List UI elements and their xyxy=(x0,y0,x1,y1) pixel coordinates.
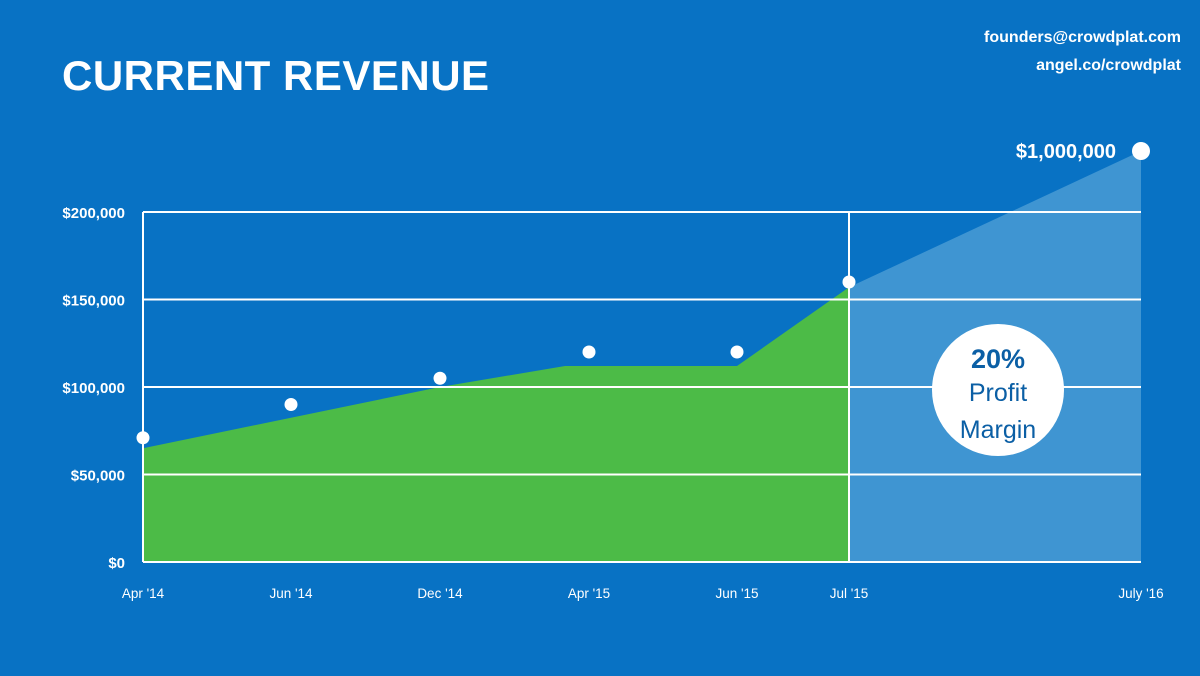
x-tick-label: Apr '14 xyxy=(122,586,165,601)
y-tick-label: $200,000 xyxy=(62,205,125,222)
gridlines xyxy=(142,211,1141,563)
y-tick-label: $50,000 xyxy=(71,468,125,485)
contact-angel-link[interactable]: angel.co/crowdplat xyxy=(1036,57,1181,74)
data-point xyxy=(582,345,596,359)
y-tick-label: $100,000 xyxy=(62,380,125,397)
profit-margin-badge: 20% Profit Margin xyxy=(932,324,1064,456)
data-point xyxy=(433,371,447,385)
x-tick-label: Jun '15 xyxy=(715,586,758,601)
data-point xyxy=(842,275,856,289)
x-tick-label: Apr '15 xyxy=(568,586,610,601)
data-point xyxy=(136,431,150,445)
contact-email[interactable]: founders@crowdplat.com xyxy=(984,29,1181,46)
x-tick-label: Dec '14 xyxy=(417,586,463,601)
page-title: CURRENT REVENUE xyxy=(62,52,490,99)
profit-margin-line1: Profit xyxy=(969,379,1027,407)
profit-margin-percent: 20% xyxy=(971,344,1025,374)
actual-revenue-area xyxy=(143,287,849,562)
data-markers xyxy=(136,275,856,445)
endpoint-marker xyxy=(1132,142,1150,160)
endpoint-value-label: $1,000,000 xyxy=(1016,141,1116,163)
y-tick-label: $150,000 xyxy=(62,293,125,310)
x-tick-label: Jul '15 xyxy=(830,586,869,601)
contact-info: founders@crowdplat.com angel.co/crowdpla… xyxy=(984,24,1181,80)
data-point xyxy=(730,345,744,359)
x-tick-label: July '16 xyxy=(1118,586,1163,601)
profit-margin-circle xyxy=(932,324,1064,456)
x-axis-ticks: Apr '14 Jun '14 Dec '14 Apr '15 Jun '15 Jul '… xyxy=(122,586,1164,601)
y-tick-label: $0 xyxy=(108,555,125,572)
y-axis-ticks: $0 $50,000 $100,000 $150,000 $200,000 xyxy=(62,205,125,572)
profit-margin-line2: Margin xyxy=(960,416,1036,444)
data-point xyxy=(284,398,298,411)
endpoint-annotation: $1,000,000 xyxy=(1016,141,1150,163)
x-tick-label: Jun '14 xyxy=(269,586,313,601)
